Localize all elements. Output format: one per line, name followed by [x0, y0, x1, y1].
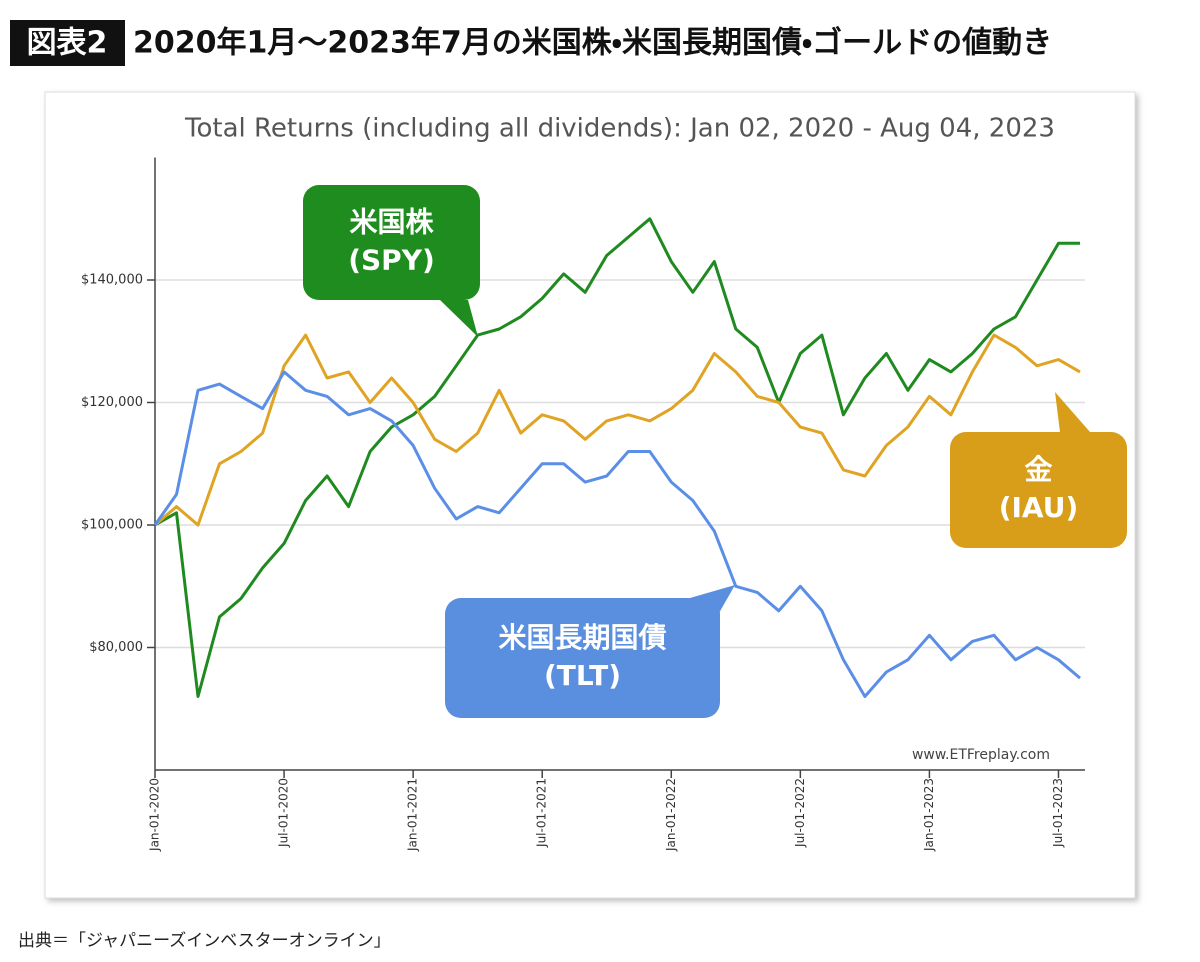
x-tick-label: Jan-01-2023	[922, 778, 936, 852]
callout-text: (SPY)	[348, 244, 435, 277]
series-line	[153, 370, 1081, 698]
chart-title: Total Returns (including all dividends):…	[184, 114, 1055, 144]
y-tick-label: $100,000	[81, 518, 143, 533]
header-title: 2020年1月～2023年7月の米国株・米国長期国債・ゴールドの値動き	[133, 26, 1052, 61]
callout-box	[303, 185, 480, 300]
callout-text: 米国長期国債	[498, 621, 666, 654]
source: 出典＝「ジャパニーズインベスターオンライン」	[18, 931, 391, 951]
header-label-box	[10, 20, 125, 66]
callout-text: (IAU)	[999, 491, 1079, 524]
x-tick-label: Jul-01-2021	[535, 778, 549, 848]
series-line	[154, 333, 1081, 527]
callout-text: (TLT)	[544, 659, 621, 692]
x-tick-label: Jan-01-2020	[148, 778, 162, 852]
series-line	[154, 217, 1080, 698]
callout-text: 米国株	[349, 206, 434, 239]
x-tick-label: Jul-01-2020	[277, 778, 291, 848]
x-tick-label: Jul-01-2023	[1051, 778, 1065, 848]
y-tick-label: $120,000	[81, 395, 143, 410]
callout-box	[445, 598, 720, 718]
callout-tail	[1055, 392, 1090, 432]
x-tick-label: Jan-01-2022	[664, 778, 678, 852]
y-tick-label: $140,000	[81, 273, 143, 288]
callout-tail	[440, 300, 478, 337]
x-tick-label: Jan-01-2021	[406, 778, 420, 852]
watermark: www.ETFreplay.com	[912, 747, 1050, 763]
callout-text: 金	[1024, 453, 1052, 486]
y-tick-label: $80,000	[89, 640, 143, 655]
callout-box	[950, 432, 1127, 548]
header-label: 図表2	[27, 26, 108, 61]
x-tick-label: Jul-01-2022	[793, 778, 807, 848]
